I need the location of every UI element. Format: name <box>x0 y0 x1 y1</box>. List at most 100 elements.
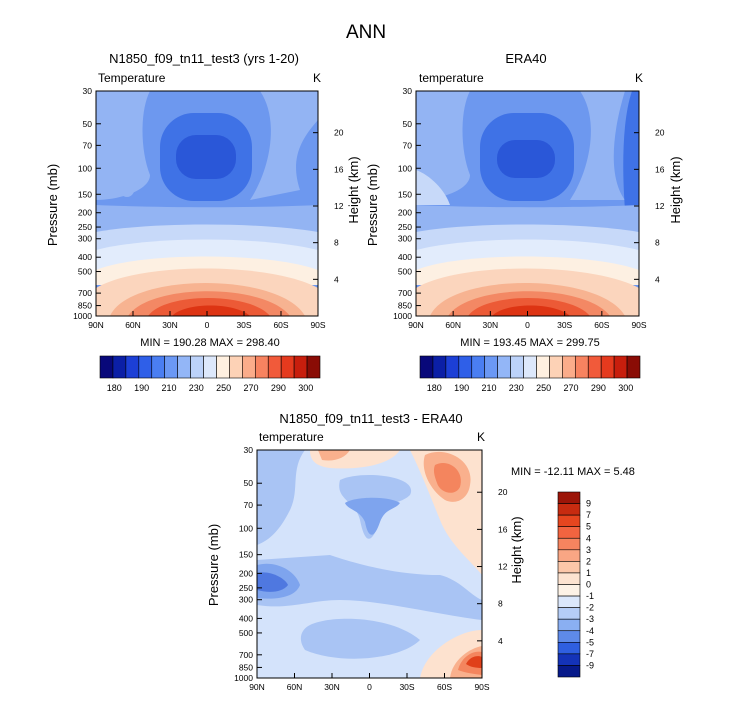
y-tick-label: 30 <box>403 86 413 96</box>
y-tick-label: 150 <box>398 189 412 199</box>
colorbar-swatch <box>510 355 524 379</box>
colorbar-label: -2 <box>586 603 594 613</box>
colorbar-label: 250 <box>536 383 551 393</box>
y-tick-label: 700 <box>78 288 92 298</box>
x-tick-label: 90S <box>631 320 646 330</box>
colorbar-swatch <box>216 355 230 379</box>
x-tick-label: 90N <box>408 320 424 330</box>
colorbar-label: -1 <box>586 591 594 601</box>
panel-diff-y2label: Height (km) <box>509 516 524 583</box>
colorbar-label: 290 <box>271 383 286 393</box>
field-band-left-upper <box>96 91 150 200</box>
colorbar-label: 180 <box>427 383 442 393</box>
colorbar-swatch <box>164 355 178 379</box>
y-tick-label: 250 <box>78 222 92 232</box>
colorbar-label: -7 <box>586 649 594 659</box>
field-cold-core-inner <box>176 135 236 179</box>
y-tick-label: 300 <box>239 595 253 605</box>
field-band-pale-left <box>416 170 450 205</box>
panel-obs-minmax: MIN = 193.45 MAX = 299.75 <box>460 337 599 349</box>
y-tick-label: 200 <box>398 208 412 218</box>
diff-top-left-neg2 <box>257 450 305 545</box>
colorbar-label: 0 <box>586 580 591 590</box>
colorbar-label: -4 <box>586 626 594 636</box>
panel-diff-title: N1850_f09_tn11_test3 - ERA40 <box>279 411 462 426</box>
y-tick-label: 500 <box>239 628 253 638</box>
colorbar-swatch <box>138 355 153 379</box>
colorbar-label: 9 <box>586 499 591 509</box>
colorbar-swatch <box>557 572 581 585</box>
y-tick-label: 100 <box>398 163 412 173</box>
panel-diff-units-label: K <box>477 430 485 444</box>
colorbar-swatch <box>229 355 243 379</box>
x-tick-label: 30S <box>236 320 251 330</box>
colorbar-swatch <box>151 355 166 379</box>
colorbar-swatch <box>523 355 537 379</box>
colorbar-swatch <box>254 355 269 379</box>
y-tick-label: 30 <box>244 445 254 455</box>
colorbar-swatch <box>574 355 589 379</box>
colorbar-swatch <box>267 355 282 379</box>
y-tick-label: 50 <box>244 478 254 488</box>
panel-obs-ylabel: Pressure (mb) <box>365 164 380 246</box>
panel-diff-x-ticks: 90N 60N 30N 0 30S 60S 90S <box>249 673 490 692</box>
x-tick-label: 30N <box>324 682 340 692</box>
colorbar-swatch <box>293 355 308 379</box>
colorbar-swatch <box>557 549 581 562</box>
diff-lower-neg2 <box>300 618 420 659</box>
panel-diff-y2-ticks: 20 16 12 8 4 <box>477 487 508 646</box>
field-band-deepred <box>492 305 570 316</box>
y-tick-label: 500 <box>78 267 92 277</box>
y-tick-label: 700 <box>398 288 412 298</box>
y-tick-label: 300 <box>78 234 92 244</box>
y-tick-label: 850 <box>398 301 412 311</box>
panel-obs-units-label: K <box>635 71 643 85</box>
panel-model-title: N1850_f09_tn11_test3 (yrs 1-20) <box>109 51 299 66</box>
colorbar-label: -5 <box>586 637 594 647</box>
colorbar-label: 300 <box>298 383 313 393</box>
field-band-left-upper <box>416 91 470 200</box>
colorbar-label: 1 <box>586 568 591 578</box>
colorbar-obs: 180 190 210 230 250 270 290 300 <box>419 355 641 393</box>
x-tick-label: 90S <box>474 682 489 692</box>
y-tick-label: 850 <box>239 662 253 672</box>
field-band-right-upper <box>570 91 625 200</box>
diff-right-pos3 <box>433 462 461 493</box>
y-tick-label: 200 <box>78 208 92 218</box>
x-tick-label: 90N <box>249 682 265 692</box>
y2-tick-label: 12 <box>334 201 344 211</box>
diff-top-pos2 <box>318 450 350 461</box>
colorbar-swatch <box>557 618 581 632</box>
colorbar-label: 7 <box>586 510 591 520</box>
colorbar-swatch <box>626 355 641 379</box>
colorbar-label: 3 <box>586 545 591 555</box>
panel-model-ylabel: Pressure (mb) <box>45 164 60 246</box>
colorbar-swatch <box>125 355 140 379</box>
colorbar-swatch <box>484 355 498 379</box>
y2-tick-label: 4 <box>655 274 660 284</box>
y2-tick-label: 8 <box>655 238 660 248</box>
field-band-right-edge <box>623 91 639 210</box>
colorbar-swatch <box>177 355 191 379</box>
colorbar-label: 250 <box>216 383 231 393</box>
colorbar-label: 2 <box>586 556 591 566</box>
x-tick-label: 0 <box>367 682 372 692</box>
colorbar-swatch <box>432 355 447 379</box>
y-tick-label: 400 <box>398 252 412 262</box>
y-tick-label: 100 <box>78 163 92 173</box>
colorbar-swatch <box>613 355 628 379</box>
colorbar-label: 230 <box>189 383 204 393</box>
colorbar-label: 270 <box>564 383 579 393</box>
colorbar-label: -9 <box>586 660 594 670</box>
panel-obs-y2-ticks: 20 16 12 8 4 <box>634 128 665 284</box>
x-tick-label: 60S <box>273 320 288 330</box>
panel-model-y2label: Height (km) <box>346 156 361 223</box>
diff-left-neg4 <box>257 572 288 592</box>
y2-tick-label: 20 <box>498 487 508 497</box>
colorbar-label: 190 <box>454 383 469 393</box>
y2-tick-label: 16 <box>334 164 344 174</box>
colorbar-swatch <box>557 630 581 643</box>
x-tick-label: 60S <box>437 682 452 692</box>
colorbar-swatch <box>419 355 434 379</box>
